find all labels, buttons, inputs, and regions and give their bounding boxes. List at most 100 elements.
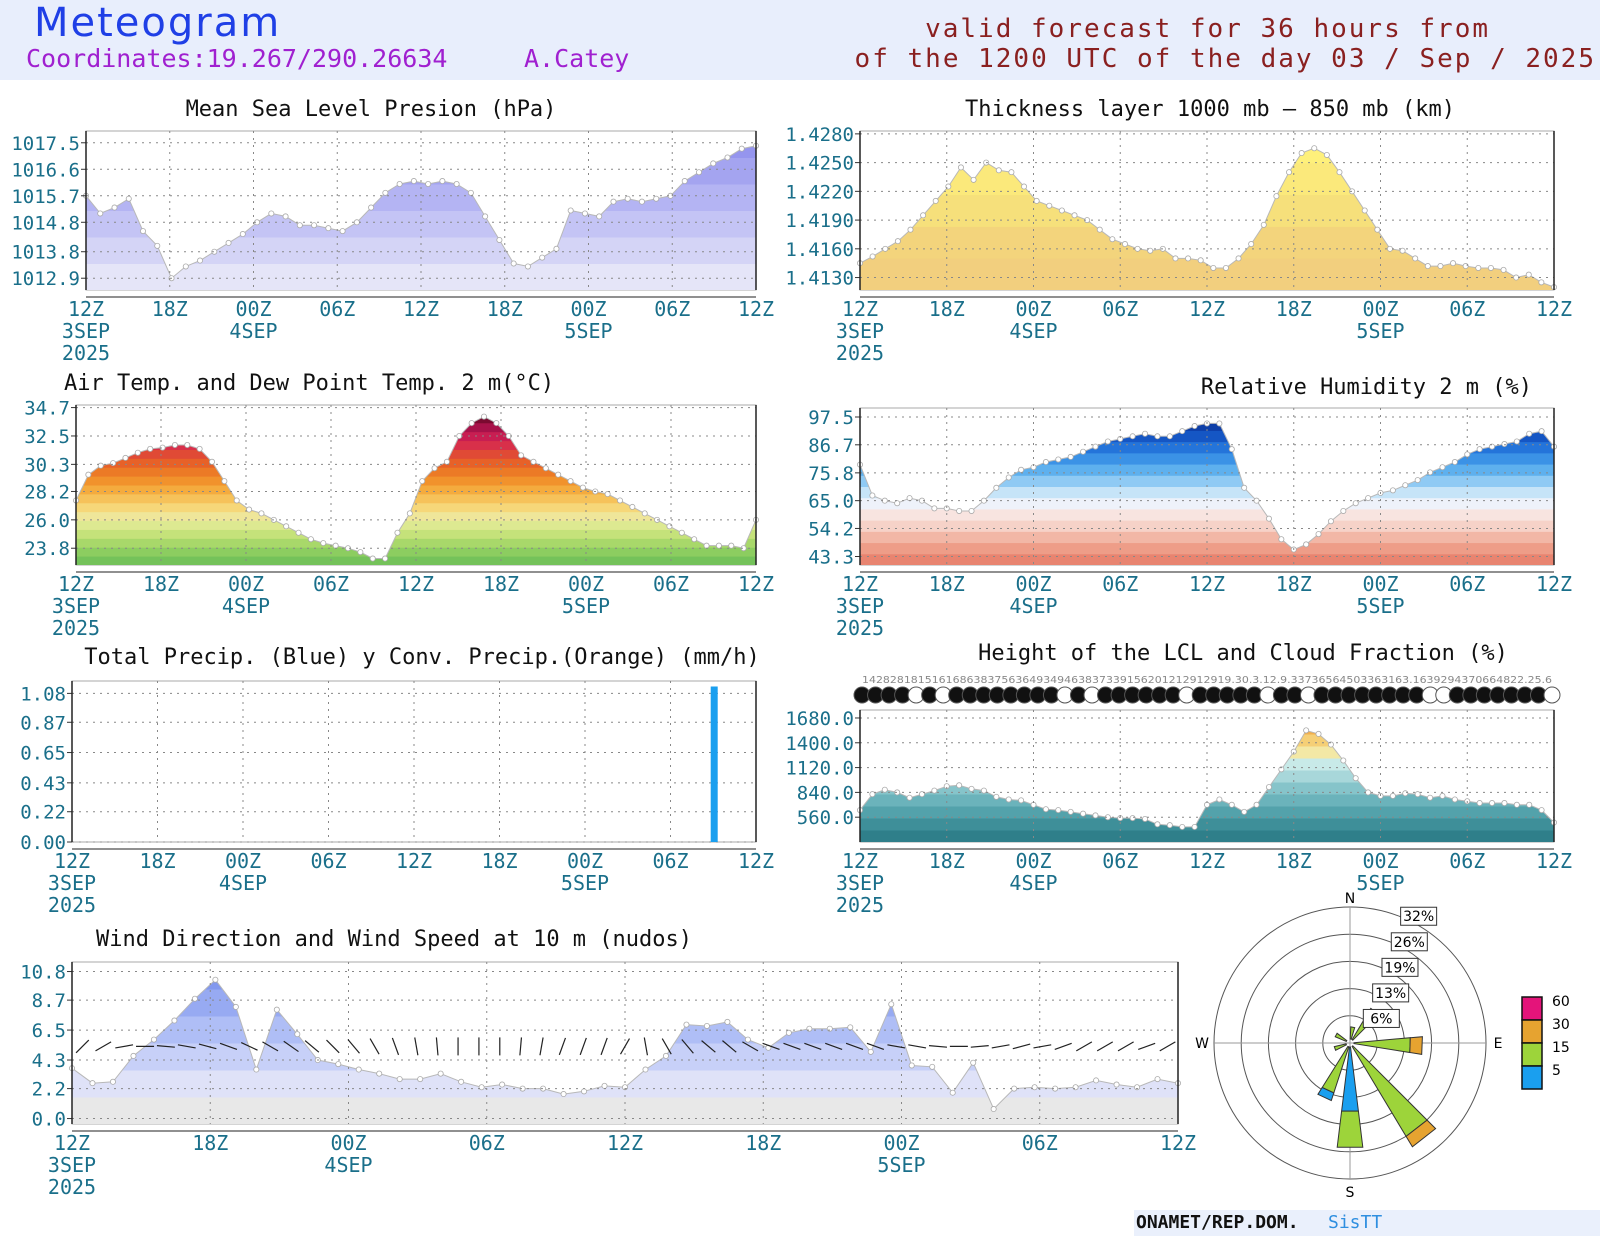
lcl-xtick-label: 00Z bbox=[1362, 849, 1398, 873]
temp-point bbox=[196, 445, 203, 452]
rose-legend-swatch bbox=[1521, 1042, 1543, 1067]
thickness-point bbox=[1248, 241, 1255, 248]
wind-point bbox=[89, 1080, 96, 1087]
rh-point bbox=[1253, 497, 1260, 504]
mslp-ytick-label: 1015.7 bbox=[11, 186, 80, 208]
precip-ytick-label: 0.65 bbox=[20, 743, 66, 765]
rh-point bbox=[1538, 428, 1545, 435]
thickness-point bbox=[1311, 145, 1318, 152]
thickness-point bbox=[1487, 264, 1494, 271]
lcl-cloud-fraction-labels: 1428281815161686383756364934946383733915… bbox=[862, 675, 1552, 686]
temp-point bbox=[171, 441, 178, 448]
temp-point bbox=[555, 471, 562, 478]
temp-point bbox=[542, 465, 549, 472]
rh-band bbox=[860, 423, 1554, 431]
temp-point bbox=[678, 529, 685, 536]
mslp-point bbox=[524, 263, 531, 270]
precip-ytick-label: 0.00 bbox=[20, 832, 66, 854]
thickness-point bbox=[1222, 264, 1229, 271]
thickness-point bbox=[894, 238, 901, 245]
rh-point bbox=[1315, 531, 1322, 538]
lcl-point bbox=[1018, 797, 1025, 804]
rh-point bbox=[968, 507, 975, 514]
temp-point bbox=[406, 510, 413, 517]
wind-barb bbox=[283, 1040, 299, 1053]
lcl-ytick-label: 840.0 bbox=[797, 782, 854, 804]
thickness-point bbox=[1475, 264, 1482, 271]
temp-day-label: 4SEP bbox=[222, 594, 270, 618]
thickness-point bbox=[1399, 247, 1406, 254]
mslp-day-label: 5SEP bbox=[564, 319, 612, 343]
rh-point bbox=[1018, 466, 1025, 473]
temp-point bbox=[530, 458, 537, 465]
thickness-point bbox=[907, 226, 914, 233]
temp-point bbox=[715, 542, 722, 549]
mslp-point bbox=[225, 239, 232, 246]
wind-barb bbox=[1076, 1041, 1093, 1052]
wind-barb bbox=[908, 1044, 927, 1049]
rh-ytick-label: 54.2 bbox=[808, 518, 854, 540]
mslp-point bbox=[410, 178, 417, 185]
temp-point bbox=[641, 510, 648, 517]
mslp-point bbox=[339, 228, 346, 235]
wind-barb bbox=[579, 1037, 587, 1056]
thickness-xtick-label: 00Z bbox=[1015, 297, 1051, 321]
lcl-day-label: 5SEP bbox=[1356, 871, 1404, 895]
thickness-point bbox=[1386, 245, 1393, 252]
rh-point bbox=[1080, 448, 1087, 455]
mslp-point bbox=[539, 254, 546, 261]
temp-point bbox=[480, 413, 487, 420]
rh-point bbox=[1427, 469, 1434, 476]
lcl-point bbox=[1303, 727, 1310, 734]
thickness-point bbox=[1538, 279, 1545, 286]
rh-point bbox=[1327, 518, 1334, 525]
wind-barb bbox=[804, 1042, 822, 1051]
lcl-xtick-label: 06Z bbox=[1102, 849, 1138, 873]
temp-ytick-label: 23.8 bbox=[24, 538, 70, 560]
mslp-point bbox=[282, 213, 289, 220]
rh-ytick-label: 65.0 bbox=[808, 491, 854, 513]
rh-band bbox=[860, 441, 1554, 454]
temp-band bbox=[76, 511, 756, 522]
lcl-xtick-label: 18Z bbox=[929, 849, 965, 873]
rose-ring-label: 26% bbox=[1394, 935, 1425, 951]
lcl-point bbox=[1166, 822, 1173, 829]
lcl-point bbox=[894, 789, 901, 796]
mslp-xtick-label: 06Z bbox=[654, 297, 690, 321]
wind-point bbox=[867, 1048, 874, 1055]
lcl-point bbox=[1290, 748, 1297, 755]
wind-barb bbox=[970, 1045, 989, 1048]
temp-point bbox=[233, 497, 240, 504]
rh-point bbox=[1154, 433, 1161, 440]
rose-ring-label: 19% bbox=[1384, 960, 1415, 976]
rh-point bbox=[956, 507, 963, 514]
precip-xtick-label: 12Z bbox=[54, 849, 90, 873]
thickness-point bbox=[882, 245, 889, 252]
mslp-point bbox=[681, 178, 688, 185]
wind-ytick-label: 4.3 bbox=[32, 1050, 66, 1072]
mslp-point bbox=[581, 210, 588, 217]
mslp-point bbox=[624, 195, 631, 202]
wind-barb bbox=[1054, 1042, 1072, 1051]
temp-xtick-label: 00Z bbox=[228, 572, 264, 596]
mslp-xtick-label: 18Z bbox=[152, 297, 188, 321]
thickness-point bbox=[1021, 183, 1028, 190]
wind-barb bbox=[347, 1039, 360, 1054]
wind-barb bbox=[661, 1038, 672, 1055]
temp-grid: 34.7 32.5 30.3 28.2 26.0 23.8 bbox=[24, 398, 757, 565]
thickness-xtick-label: 06Z bbox=[1449, 297, 1485, 321]
rh-point bbox=[943, 505, 950, 512]
wind-ytick-label: 6.5 bbox=[32, 1020, 66, 1042]
thickness-point bbox=[932, 197, 939, 204]
thickness-year-label: 2025 bbox=[836, 341, 884, 365]
wind-barb bbox=[115, 1044, 134, 1049]
wind-barb bbox=[558, 1037, 567, 1056]
wind-barb bbox=[414, 1037, 419, 1056]
lcl-point bbox=[993, 793, 1000, 800]
temp-xtick-label: 06Z bbox=[313, 572, 349, 596]
mslp-point bbox=[311, 222, 318, 229]
thickness-point bbox=[1336, 169, 1343, 176]
wind-barb bbox=[177, 1044, 196, 1049]
thickness-ytick-label: 1.4130 bbox=[785, 268, 854, 290]
wind-barb bbox=[519, 1037, 523, 1056]
